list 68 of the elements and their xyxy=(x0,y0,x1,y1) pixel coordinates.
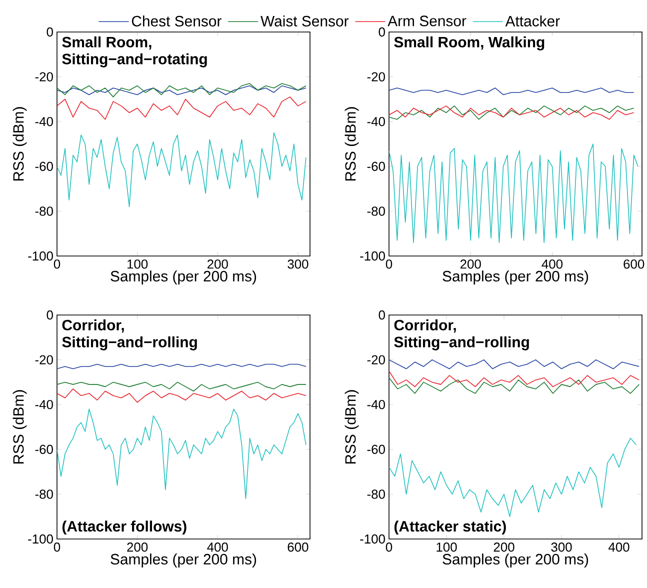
y-tick-label: -100 xyxy=(360,534,385,544)
x-axis-title: Samples (per 200 ms) xyxy=(442,554,588,568)
x-tick-label: 400 xyxy=(207,542,228,552)
x-tick-label: 0 xyxy=(54,260,60,269)
x-tick-label: 300 xyxy=(551,542,572,552)
y-tick-label: -40 xyxy=(367,400,385,410)
x-tick-label: 0 xyxy=(386,542,392,552)
y-tick-label: -100 xyxy=(28,251,53,261)
line-series xyxy=(389,106,634,120)
x-tick-label: 600 xyxy=(288,542,308,552)
x-tick-label: 600 xyxy=(624,260,644,269)
legend-label: Waist Sensor xyxy=(260,15,349,26)
y-axis-title: RSS (dBm) xyxy=(12,390,27,464)
x-tick-label: 200 xyxy=(207,260,228,269)
y-tick-label: -60 xyxy=(35,444,53,454)
x-tick-label: 100 xyxy=(436,542,457,552)
y-tick-label: -20 xyxy=(367,355,385,364)
x-tick-label: 200 xyxy=(494,542,514,552)
line-series xyxy=(389,88,634,96)
x-axis-title: Samples (per 200 ms) xyxy=(110,270,256,284)
x-tick-label: 200 xyxy=(460,260,481,269)
legend-label: Attacker xyxy=(505,15,560,26)
x-tick-label: 400 xyxy=(542,260,563,269)
y-tick-label: 0 xyxy=(378,27,385,37)
y-axis-title: RSS (dBm) xyxy=(344,107,359,181)
annotation: (Attacker static) xyxy=(394,520,506,535)
y-axis-title: RSS (dBm) xyxy=(344,390,359,464)
y-tick-label: -80 xyxy=(367,490,385,499)
y-tick-label: 0 xyxy=(46,27,53,37)
x-tick-label: 100 xyxy=(128,260,148,269)
y-tick-label: -20 xyxy=(367,72,385,82)
y-tick-label: -100 xyxy=(28,534,53,544)
y-tick-label: -40 xyxy=(35,400,53,410)
y-tick-label: -60 xyxy=(367,444,385,454)
chart-title: Small Room, Walking xyxy=(394,36,544,50)
chart-title: Corridor, xyxy=(62,319,124,333)
y-tick-label: -20 xyxy=(35,72,53,82)
x-tick-label: 0 xyxy=(54,542,60,552)
chart-title: Corridor, xyxy=(394,319,456,333)
legend-label: Chest Sensor xyxy=(132,15,222,26)
annotation: (Attacker follows) xyxy=(62,520,186,535)
y-tick-label: -20 xyxy=(35,355,53,364)
line-series xyxy=(57,96,306,120)
text: Sitting−and−rolling xyxy=(394,336,529,350)
x-tick-label: 200 xyxy=(127,542,148,552)
text: Sitting−and−rotating xyxy=(62,53,207,68)
y-tick-label: -80 xyxy=(35,490,53,499)
y-tick-label: -60 xyxy=(367,162,385,171)
y-tick-label: -60 xyxy=(35,162,53,171)
x-axis-title: Samples (per 200 ms) xyxy=(110,554,256,568)
y-tick-label: -40 xyxy=(35,117,53,126)
y-tick-label: -80 xyxy=(367,206,385,216)
x-tick-label: 300 xyxy=(288,260,308,269)
legend-label: Arm Sensor xyxy=(388,16,466,26)
line-series xyxy=(57,388,306,403)
y-tick-label: 0 xyxy=(378,310,385,320)
y-tick-label: -100 xyxy=(360,251,385,261)
y-tick-label: 0 xyxy=(46,310,53,320)
y-tick-label: -40 xyxy=(367,117,385,126)
x-tick-label: 0 xyxy=(386,260,392,269)
x-tick-label: 400 xyxy=(608,542,630,552)
y-tick-label: -80 xyxy=(35,206,53,216)
x-axis-title: Samples (per 200 ms) xyxy=(442,270,588,284)
text: Sitting−and−rolling xyxy=(62,336,197,350)
line-series xyxy=(57,132,306,208)
chart-title: Small Room, xyxy=(62,36,152,50)
line-series xyxy=(389,144,638,243)
y-axis-title: RSS (dBm) xyxy=(12,107,27,181)
